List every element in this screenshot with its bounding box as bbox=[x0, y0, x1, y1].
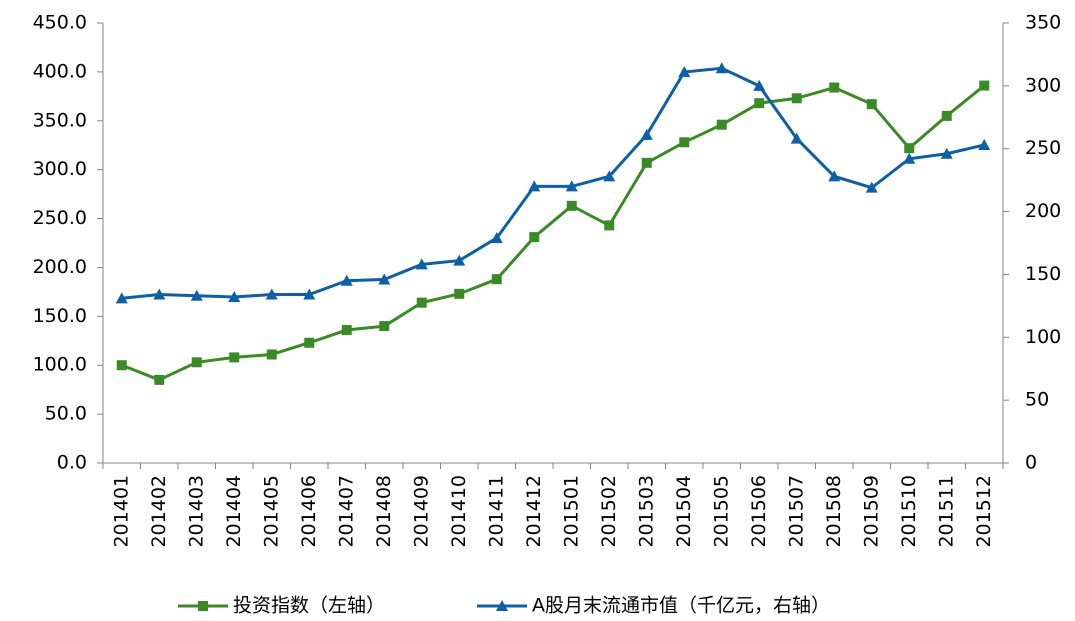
x-tick-label: 201408 bbox=[373, 475, 395, 548]
marker bbox=[753, 79, 766, 91]
x-tick-label: 201501 bbox=[560, 475, 582, 548]
y-tick-label: 450.0 bbox=[33, 12, 87, 34]
marker bbox=[790, 132, 803, 144]
x-tick-label: 201511 bbox=[935, 475, 957, 548]
marker bbox=[940, 147, 953, 159]
marker bbox=[679, 137, 690, 148]
x-tick-label: 201404 bbox=[223, 475, 245, 548]
marker bbox=[603, 170, 616, 182]
x-tick-label: 201509 bbox=[860, 475, 882, 548]
marker bbox=[641, 157, 652, 168]
marker bbox=[604, 220, 615, 231]
x-tick-label: 201505 bbox=[710, 475, 732, 548]
x-tick-label: 201407 bbox=[335, 475, 357, 548]
marker bbox=[754, 98, 765, 109]
y2-tick-label: 200 bbox=[1025, 200, 1061, 222]
legend-marker bbox=[198, 601, 208, 611]
marker bbox=[453, 254, 466, 266]
y-tick-label: 250.0 bbox=[33, 207, 87, 229]
x-tick-label: 201405 bbox=[260, 475, 282, 548]
y2-tick-label: 0 bbox=[1025, 452, 1037, 474]
marker bbox=[265, 288, 278, 300]
y-tick-label: 50.0 bbox=[45, 403, 87, 425]
series-line bbox=[121, 66, 985, 300]
y2-tick-label: 100 bbox=[1025, 326, 1061, 348]
y-tick-label: 350.0 bbox=[33, 109, 87, 131]
y2-tick-label: 350 bbox=[1025, 12, 1061, 34]
y-tick-label: 150.0 bbox=[33, 305, 87, 327]
marker bbox=[266, 349, 277, 360]
marker bbox=[866, 99, 877, 110]
marker bbox=[229, 352, 240, 363]
marker bbox=[941, 110, 952, 121]
y2-tick-label: 250 bbox=[1025, 137, 1061, 159]
marker bbox=[153, 288, 166, 300]
marker bbox=[565, 180, 578, 192]
marker bbox=[228, 291, 241, 303]
marker bbox=[378, 273, 391, 285]
marker bbox=[528, 180, 541, 192]
x-tick-label: 201403 bbox=[185, 475, 207, 548]
marker bbox=[116, 360, 127, 371]
marker bbox=[379, 321, 390, 332]
y-tick-label: 300.0 bbox=[33, 158, 87, 180]
x-tick-label: 201401 bbox=[110, 475, 132, 548]
marker bbox=[454, 288, 465, 299]
marker bbox=[865, 181, 878, 193]
marker bbox=[903, 152, 916, 164]
marker bbox=[529, 232, 540, 243]
x-tick-label: 201409 bbox=[410, 475, 432, 548]
marker bbox=[416, 297, 427, 308]
y-tick-label: 200.0 bbox=[33, 256, 87, 278]
y-tick-label: 0.0 bbox=[57, 452, 87, 474]
marker bbox=[566, 200, 577, 211]
marker bbox=[154, 374, 165, 385]
marker bbox=[791, 93, 802, 104]
marker bbox=[979, 80, 990, 91]
marker bbox=[191, 357, 202, 368]
marker bbox=[904, 143, 915, 154]
series-line bbox=[121, 84, 986, 382]
x-tick-label: 201508 bbox=[823, 475, 845, 548]
marker bbox=[341, 325, 352, 336]
marker bbox=[640, 128, 653, 140]
legend-label: A股月末流通市值（千亿元，右轴） bbox=[532, 595, 830, 617]
y2-tick-label: 50 bbox=[1025, 389, 1049, 411]
legend-marker bbox=[496, 600, 508, 611]
x-tick-label: 201412 bbox=[523, 475, 545, 548]
y2-tick-label: 300 bbox=[1025, 74, 1061, 96]
x-tick-label: 201510 bbox=[898, 475, 920, 548]
marker bbox=[190, 289, 203, 301]
x-tick-label: 201411 bbox=[485, 475, 507, 548]
marker bbox=[678, 66, 691, 78]
x-tick-label: 201402 bbox=[148, 475, 170, 548]
marker bbox=[303, 288, 316, 300]
x-tick-label: 201506 bbox=[748, 475, 770, 548]
x-tick-label: 201502 bbox=[598, 475, 620, 548]
x-tick-label: 201504 bbox=[673, 475, 695, 548]
marker bbox=[415, 258, 428, 270]
marker bbox=[829, 82, 840, 93]
marker bbox=[340, 274, 353, 286]
marker bbox=[491, 274, 502, 285]
x-tick-label: 201406 bbox=[298, 475, 320, 548]
legend-label: 投资指数（左轴） bbox=[233, 595, 385, 617]
marker bbox=[828, 170, 841, 182]
x-tick-label: 201503 bbox=[635, 475, 657, 548]
x-tick-label: 201410 bbox=[448, 475, 470, 548]
y-tick-label: 400.0 bbox=[33, 60, 87, 82]
y2-tick-label: 150 bbox=[1025, 263, 1061, 285]
marker bbox=[715, 62, 728, 74]
marker bbox=[115, 292, 128, 304]
marker bbox=[304, 337, 315, 348]
marker bbox=[978, 138, 991, 150]
x-tick-label: 201512 bbox=[973, 475, 995, 548]
marker bbox=[490, 231, 503, 243]
x-tick-label: 201507 bbox=[785, 475, 807, 548]
y-tick-label: 100.0 bbox=[33, 354, 87, 376]
marker bbox=[716, 119, 727, 130]
